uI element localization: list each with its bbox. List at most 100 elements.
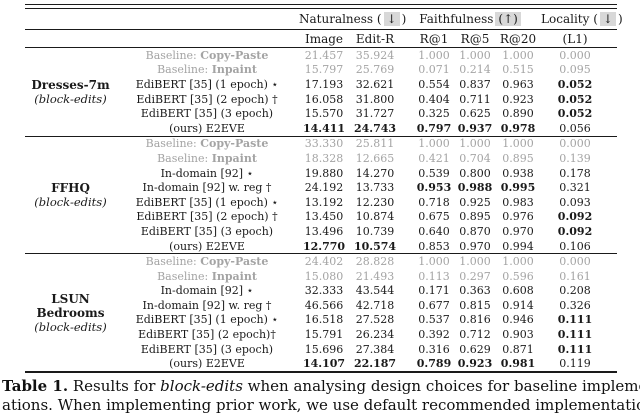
- method-name: EdiBERT [35] (1 epoch) ⋆: [136, 78, 279, 91]
- method-name: EdiBERT [35] (2 epoch) †: [136, 93, 277, 106]
- metric-value: 0.095: [549, 63, 601, 78]
- method-name: (ours) E2EVE: [169, 240, 245, 253]
- spacer-cell: [401, 313, 413, 328]
- metric-value: 0.178: [549, 166, 601, 181]
- metric-value: 42.718: [349, 298, 401, 313]
- metric-value: 43.544: [349, 284, 401, 299]
- spacer-cell: [541, 313, 549, 328]
- method-name: Inpaint: [212, 63, 257, 76]
- metric-value: 0.539: [413, 166, 455, 181]
- spacer-cell: [601, 284, 617, 299]
- spacer-cell: [401, 254, 413, 269]
- metric-value: 0.963: [495, 77, 541, 92]
- spacer-cell: [601, 166, 617, 181]
- dataset-name: LSUN: [28, 292, 113, 306]
- col-group-naturalness: Naturalness (↓): [299, 9, 401, 30]
- method-label: EdiBERT [35] (1 epoch) ⋆: [113, 77, 299, 92]
- metric-value: 0.994: [495, 239, 541, 254]
- metric-value: 0.608: [495, 284, 541, 299]
- spacer-cell: [401, 298, 413, 313]
- metric-value: 0.895: [455, 210, 495, 225]
- spacer-cell: [541, 254, 549, 269]
- metric-value: 18.328: [299, 151, 349, 166]
- metric-value: 0.983: [495, 195, 541, 210]
- spacer-cell: [601, 180, 617, 195]
- metric-value: 0.421: [413, 151, 455, 166]
- spacer-cell: [401, 239, 413, 254]
- metric-value: 31.800: [349, 92, 401, 107]
- metric-value: 13.496: [299, 224, 349, 239]
- spacer-cell: [601, 92, 617, 107]
- method-name: Inpaint: [212, 270, 257, 283]
- spacer-cell: [541, 356, 549, 371]
- metric-value: 12.770: [299, 239, 349, 254]
- spacer-cell: [601, 151, 617, 166]
- metric-value: 1.000: [495, 254, 541, 269]
- metric-value: 0.326: [549, 298, 601, 313]
- metric-value: 0.139: [549, 151, 601, 166]
- metric-value: 46.566: [299, 298, 349, 313]
- metric-value: 0.677: [413, 298, 455, 313]
- metric-value: 0.208: [549, 284, 601, 299]
- method-label: Baseline: Inpaint: [113, 151, 299, 166]
- metric-value: 0.789: [413, 356, 455, 371]
- metric-value: 22.187: [349, 356, 401, 371]
- metric-value: 0.923: [455, 356, 495, 371]
- baseline-prefix: Baseline:: [157, 270, 212, 283]
- spacer-cell: [401, 284, 413, 299]
- spacer-cell: [601, 239, 617, 254]
- results-table: Naturalness (↓) Faithfulness(↑) Locality…: [25, 4, 617, 373]
- metric-value: 0.675: [413, 210, 455, 225]
- metric-value: 0.923: [495, 92, 541, 107]
- metric-value: 0.554: [413, 77, 455, 92]
- metric-value: 0.052: [549, 92, 601, 107]
- method-name: Copy-Paste: [200, 255, 268, 268]
- method-name: EdiBERT [35] (3 epoch): [141, 225, 273, 238]
- metric-value: 25.769: [349, 63, 401, 78]
- spacer-cell: [541, 48, 549, 63]
- metric-value: 15.797: [299, 63, 349, 78]
- method-name: In-domain [92] w. reg †: [143, 299, 272, 312]
- metric-value: 0.797: [413, 121, 455, 136]
- metric-value: 0.111: [549, 342, 601, 357]
- column-group-header-row: Naturalness (↓) Faithfulness(↑) Locality…: [25, 9, 617, 30]
- metric-value: 25.811: [349, 136, 401, 151]
- spacer-cell: [401, 121, 413, 136]
- metric-value: 31.727: [349, 106, 401, 121]
- metric-value: 0.712: [455, 327, 495, 342]
- spacer-cell: [401, 327, 413, 342]
- col-header-image: Image: [299, 30, 349, 48]
- spacer-cell: [401, 151, 413, 166]
- dataset-name: FFHQ: [28, 181, 113, 195]
- spacer-cell: [541, 224, 549, 239]
- spacer-cell: [601, 30, 617, 48]
- metric-value: 0.625: [455, 106, 495, 121]
- metric-value: 0.106: [549, 239, 601, 254]
- metric-value: 0.890: [495, 106, 541, 121]
- metric-value: 0.914: [495, 298, 541, 313]
- table-row: Dresses-7m(block-edits)Baseline: Copy-Pa…: [25, 48, 617, 63]
- method-label: EdiBERT [35] (2 epoch) †: [113, 92, 299, 107]
- metric-value: 1.000: [413, 136, 455, 151]
- spacer-cell: [401, 195, 413, 210]
- spacer-cell: [541, 136, 549, 151]
- block-edits-term: block-edits: [160, 377, 243, 395]
- metric-value: 0.976: [495, 210, 541, 225]
- dataset-name: Dresses-7m: [28, 78, 113, 92]
- method-name: In-domain [92] ⋆: [161, 167, 254, 180]
- spacer-cell: [601, 121, 617, 136]
- metric-value: 0.970: [455, 239, 495, 254]
- metric-value: 19.880: [299, 166, 349, 181]
- metric-value: 0.113: [413, 269, 455, 284]
- metric-value: 0.640: [413, 224, 455, 239]
- metric-value: 0.214: [455, 63, 495, 78]
- method-name: In-domain [92] ⋆: [161, 284, 254, 297]
- metric-value: 10.739: [349, 224, 401, 239]
- metric-value: 24.402: [299, 254, 349, 269]
- metric-value: 0.800: [455, 166, 495, 181]
